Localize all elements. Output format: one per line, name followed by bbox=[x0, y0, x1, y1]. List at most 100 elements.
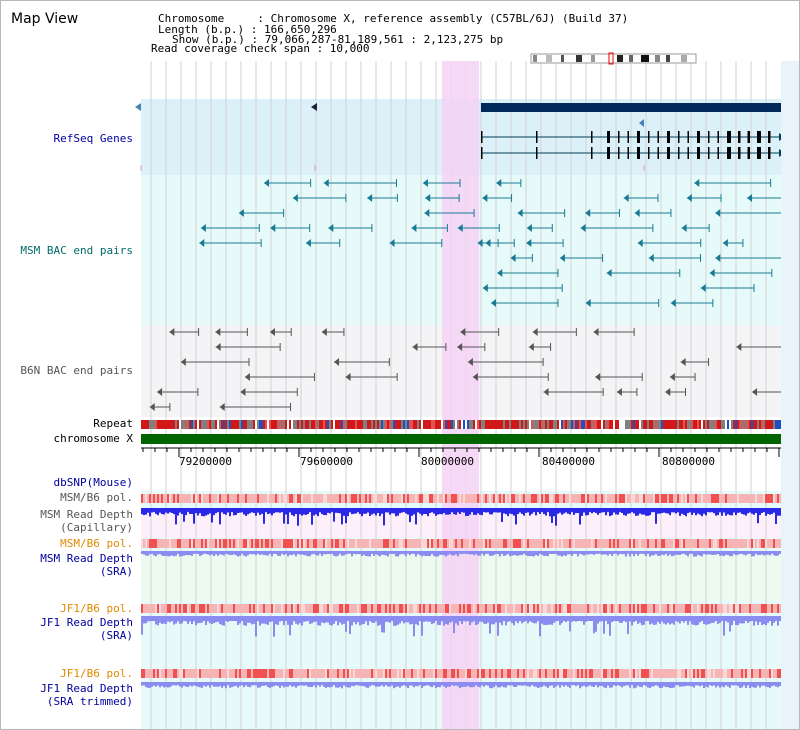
pol-segment bbox=[203, 604, 205, 613]
depth-bar bbox=[673, 682, 675, 688]
track-label-refseq[interactable]: RefSeq Genes bbox=[53, 132, 133, 145]
bac-end-icon bbox=[497, 269, 503, 277]
depth-bar bbox=[437, 616, 439, 625]
pol-segment bbox=[529, 539, 531, 548]
repeat-segment bbox=[397, 420, 399, 429]
track-label-jf1-pol-2[interactable]: JF1/B6 pol. bbox=[60, 667, 133, 680]
pol-segment bbox=[247, 604, 249, 613]
depth-bar bbox=[159, 551, 161, 555]
depth-bar bbox=[727, 616, 729, 623]
repeat-segment bbox=[395, 420, 397, 429]
pol-segment bbox=[177, 494, 179, 503]
pol-segment bbox=[353, 539, 355, 548]
depth-bar bbox=[317, 508, 319, 517]
exon-mark bbox=[678, 131, 680, 143]
depth-bar bbox=[451, 616, 453, 622]
depth-bar bbox=[345, 616, 347, 632]
ideogram-band bbox=[655, 55, 660, 62]
track-label-msm-pol-1[interactable]: MSM/B6 pol. bbox=[60, 491, 133, 504]
depth-bar bbox=[291, 551, 293, 556]
repeat-segment bbox=[731, 420, 733, 429]
depth-bar bbox=[633, 616, 635, 623]
pol-segment bbox=[463, 604, 465, 613]
pol-segment bbox=[309, 669, 311, 678]
pol-segment bbox=[393, 539, 395, 548]
depth-bar bbox=[585, 551, 587, 555]
track-label-msm-bac[interactable]: MSM BAC end pairs bbox=[20, 244, 133, 257]
pol-segment bbox=[169, 539, 171, 548]
track-label-msm-depth-sra[interactable]: MSM Read Depth (SRA) bbox=[40, 552, 133, 578]
repeat-segment bbox=[217, 420, 219, 429]
depth-bar bbox=[419, 682, 421, 685]
track-label-jf1-depth-trimmed[interactable]: JF1 Read Depth (SRA trimmed) bbox=[40, 682, 133, 708]
bac-end-icon bbox=[580, 224, 586, 232]
pol-segment bbox=[413, 494, 415, 503]
track-label-jf1-pol-1[interactable]: JF1/B6 pol. bbox=[60, 602, 133, 615]
track-label-b6n-bac[interactable]: B6N BAC end pairs bbox=[20, 364, 133, 377]
pol-segment bbox=[531, 669, 533, 678]
track-label-msm-depth-capillary[interactable]: MSM Read Depth (Capillary) bbox=[40, 508, 133, 534]
depth-bar bbox=[295, 616, 297, 624]
depth-bar bbox=[651, 682, 653, 687]
repeat-segment bbox=[207, 420, 209, 429]
depth-bar bbox=[749, 551, 751, 554]
pol-segment bbox=[689, 494, 691, 503]
depth-bar bbox=[185, 551, 187, 556]
depth-bar bbox=[171, 508, 173, 514]
pol-segment bbox=[535, 604, 537, 613]
pol-segment bbox=[627, 539, 629, 548]
depth-bar bbox=[287, 551, 289, 557]
track-label-dbsnp[interactable]: dbSNP(Mouse) bbox=[53, 476, 133, 489]
pol-segment bbox=[151, 669, 153, 678]
track-label-jf1-depth-sra[interactable]: JF1 Read Depth (SRA) bbox=[40, 616, 133, 642]
depth-bar bbox=[291, 616, 293, 625]
depth-bar bbox=[761, 508, 763, 513]
repeat-segment bbox=[455, 420, 457, 429]
depth-bar bbox=[585, 508, 587, 516]
depth-bar bbox=[643, 508, 645, 515]
depth-bar bbox=[681, 508, 683, 514]
depth-bar bbox=[641, 551, 643, 554]
pol-segment bbox=[337, 494, 339, 503]
pol-segment bbox=[151, 539, 153, 548]
pol-segment bbox=[651, 604, 653, 613]
depth-bar bbox=[257, 551, 259, 554]
depth-bar bbox=[641, 682, 643, 688]
pol-segment bbox=[629, 494, 631, 503]
depth-bar bbox=[315, 508, 317, 515]
pol-segment bbox=[147, 494, 149, 503]
pol-segment bbox=[779, 604, 781, 613]
repeat-segment bbox=[575, 420, 577, 429]
repeat-segment bbox=[179, 420, 181, 429]
bac-end-icon bbox=[149, 403, 155, 411]
depth-bar bbox=[419, 551, 421, 556]
pol-segment bbox=[721, 604, 723, 613]
repeat-segment bbox=[677, 420, 679, 429]
pol-segment bbox=[345, 539, 347, 548]
repeat-segment bbox=[595, 420, 597, 429]
depth-bar bbox=[641, 616, 643, 626]
pol-segment bbox=[253, 669, 255, 678]
repeat-segment bbox=[415, 420, 417, 429]
track-label-msm-pol-2[interactable]: MSM/B6 pol. bbox=[60, 537, 133, 550]
pol-segment bbox=[265, 494, 267, 503]
repeat-segment bbox=[389, 420, 391, 429]
pol-segment bbox=[705, 669, 707, 678]
pol-segment bbox=[725, 604, 727, 613]
chromosome-info: Chromosome : Chromosome X, reference ass… bbox=[158, 12, 629, 25]
track-label-repeat[interactable]: Repeat bbox=[93, 417, 133, 430]
depth-bar bbox=[605, 551, 607, 555]
pol-segment bbox=[531, 539, 533, 548]
repeat-segment bbox=[357, 420, 359, 429]
repeat-segment bbox=[743, 420, 745, 429]
pol-segment bbox=[227, 539, 229, 548]
pol-segment bbox=[481, 669, 483, 678]
track-label-chromosome[interactable]: chromosome X bbox=[53, 432, 133, 445]
depth-bar bbox=[149, 682, 151, 689]
pol-segment bbox=[577, 669, 579, 678]
pol-segment bbox=[559, 669, 561, 678]
depth-bar bbox=[297, 508, 299, 526]
depth-bar bbox=[157, 551, 159, 555]
depth-bar bbox=[499, 616, 501, 623]
